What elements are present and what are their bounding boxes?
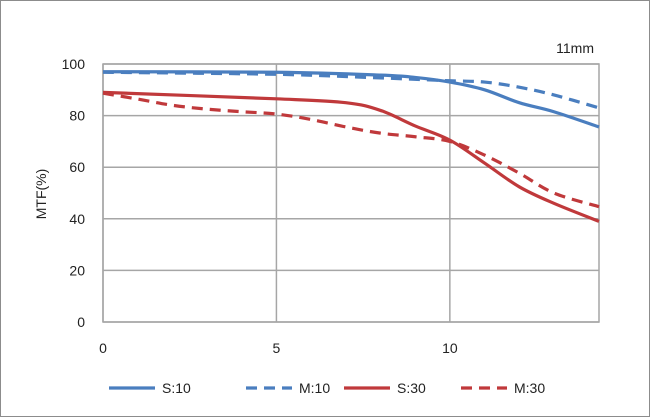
plot-area <box>102 63 600 323</box>
y-tick-label: 40 <box>69 211 85 227</box>
x-tick-label: 10 <box>442 340 458 356</box>
series-line-m-30 <box>102 91 600 209</box>
y-tick-label: 100 <box>62 56 86 72</box>
legend-label: M:30 <box>514 380 545 396</box>
series-lines <box>102 70 600 223</box>
grid <box>102 63 600 323</box>
y-tick-label: 20 <box>69 262 85 278</box>
series-line-s-30 <box>102 90 600 223</box>
y-axis-label: MTF(%) <box>33 169 49 220</box>
tick-labels: 0 20 40 60 80 100 0 5 10 <box>62 56 458 356</box>
chart-title: 11mm <box>556 40 594 56</box>
legend-label: S:10 <box>162 380 191 396</box>
y-tick-label: 80 <box>69 108 85 124</box>
legend-label: M:10 <box>299 380 330 396</box>
y-tick-label: 60 <box>69 159 85 175</box>
legend: S:10 M:10 S:30 M:30 <box>109 380 545 396</box>
y-tick-label: 0 <box>77 314 85 330</box>
legend-label: S:30 <box>397 380 426 396</box>
x-tick-label: 5 <box>273 340 281 356</box>
x-tick-label: 0 <box>99 340 107 356</box>
series-line-m-10 <box>102 70 600 110</box>
